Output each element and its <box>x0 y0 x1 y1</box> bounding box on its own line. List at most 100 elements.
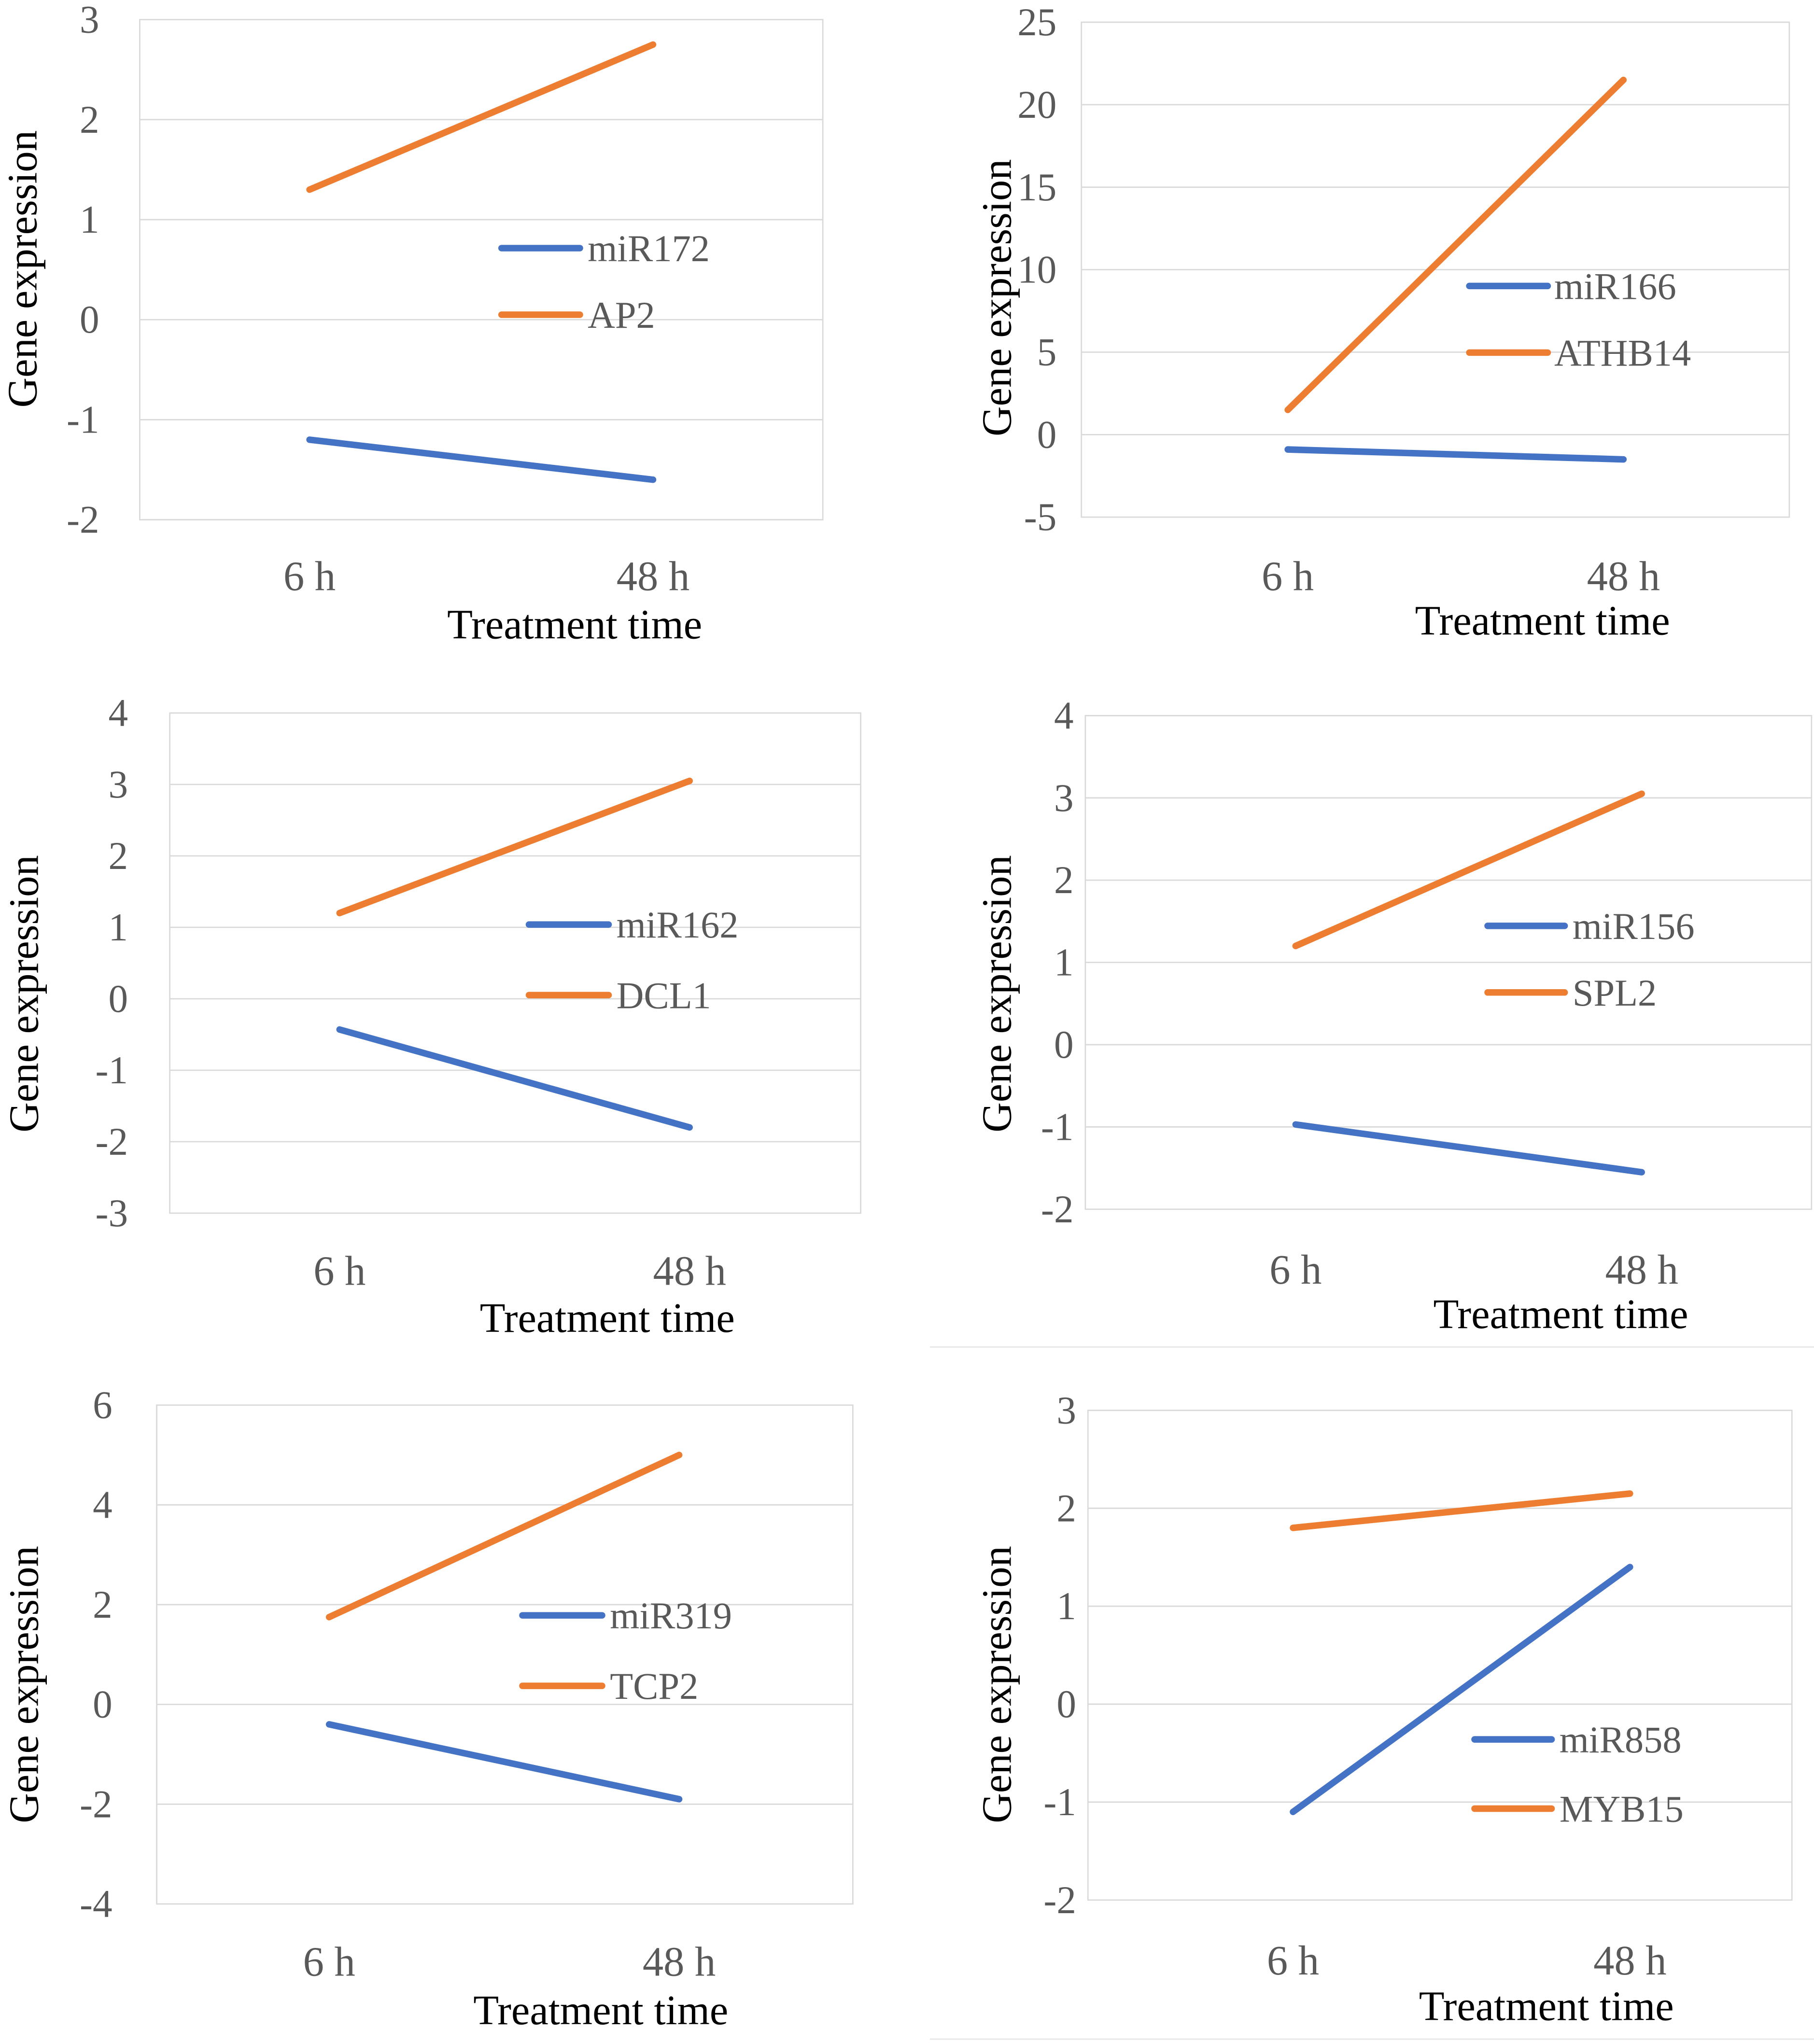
plot-area <box>156 1404 854 1905</box>
legend-label-ap2: AP2 <box>588 294 655 336</box>
data-point-mir858 <box>1630 1567 1631 1568</box>
legend-label-athb14: ATHB14 <box>1554 332 1691 374</box>
y-tick-label: 5 <box>1037 330 1057 374</box>
x-tick-label: 48 h <box>1593 1937 1666 1984</box>
y-tick-label: 2 <box>1054 858 1074 902</box>
y-tick-label: 3 <box>1056 1388 1076 1432</box>
legend-label-mir858: miR858 <box>1560 1719 1682 1761</box>
legend-label-myb15: MYB15 <box>1560 1788 1684 1830</box>
y-tick-label: 2 <box>1056 1486 1076 1530</box>
y-tick-label: -4 <box>80 1882 112 1926</box>
legend-label-mir172: miR172 <box>588 227 710 269</box>
data-point-mir156 <box>1295 1124 1296 1125</box>
series-line-mir172 <box>306 436 657 483</box>
y-tick-label: 1 <box>80 198 99 241</box>
y-tick-label: 0 <box>1056 1682 1076 1726</box>
legend-label-mir319: miR319 <box>610 1595 732 1637</box>
series-line-mir858 <box>1290 1564 1633 1815</box>
y-tick-label: 0 <box>109 977 128 1021</box>
plot-area <box>1087 1410 1793 1901</box>
x-tick-label: 6 h <box>1269 1246 1322 1293</box>
y-tick-label: 2 <box>80 98 99 141</box>
legend-label-mir166: miR166 <box>1554 265 1676 307</box>
series-line-athb14 <box>1284 76 1627 413</box>
y-axis-title: Gene expression <box>0 855 47 1132</box>
x-axis-title: Treatment time <box>1433 1291 1688 1337</box>
x-axis-title: Treatment time <box>1419 1983 1674 2030</box>
y-axis-title: Gene expression <box>974 159 1020 436</box>
y-tick-label: -5 <box>1024 495 1057 539</box>
y-tick-label: 1 <box>1054 941 1074 984</box>
y-tick-label: 3 <box>80 0 99 42</box>
y-tick-label: 3 <box>109 763 128 806</box>
y-tick-label: 20 <box>1017 83 1056 126</box>
y-tick-label: -3 <box>96 1191 128 1235</box>
series-line-mir166 <box>1284 446 1627 463</box>
series-line-myb15 <box>1290 1490 1633 1531</box>
y-tick-label: -1 <box>1043 1780 1076 1824</box>
series-line-mir319 <box>325 1721 683 1803</box>
panel-separator <box>929 2038 1814 2040</box>
x-axis-title: Treatment time <box>447 602 702 648</box>
data-point-mir162 <box>339 1029 340 1030</box>
x-tick-label: 6 h <box>1267 1937 1319 1984</box>
y-tick-label: -2 <box>67 498 99 542</box>
y-tick-label: 4 <box>109 691 128 735</box>
x-tick-label: 48 h <box>643 1939 716 1985</box>
y-axis-title: Gene expression <box>974 1546 1020 1823</box>
panel-separator <box>929 1346 1814 1348</box>
x-axis-title: Treatment time <box>480 1295 735 1341</box>
y-axis-title: Gene expression <box>0 130 46 407</box>
series-line-mir162 <box>336 1026 693 1131</box>
x-tick-label: 48 h <box>617 553 689 600</box>
y-tick-label: 15 <box>1017 166 1056 209</box>
y-tick-label: -1 <box>96 1049 128 1092</box>
y-axis-title: Gene expression <box>974 855 1020 1132</box>
y-tick-label: 4 <box>1054 694 1074 737</box>
y-tick-label: 2 <box>109 834 128 878</box>
series-line-tcp2 <box>325 1452 683 1621</box>
y-axis-title: Gene expression <box>0 1546 47 1823</box>
x-tick-label: 6 h <box>283 553 336 600</box>
y-tick-label: 0 <box>1037 413 1057 456</box>
y-tick-label: 25 <box>1017 0 1056 44</box>
legend-label-spl2: SPL2 <box>1573 972 1657 1014</box>
data-point-mir162 <box>689 1127 690 1128</box>
data-point-mir166 <box>1623 459 1624 460</box>
legend-label-mir156: miR156 <box>1573 905 1695 947</box>
y-tick-label: -2 <box>1041 1188 1074 1231</box>
y-tick-label: -1 <box>67 398 99 441</box>
series-line-ap2 <box>306 41 657 193</box>
y-tick-label: 4 <box>93 1483 112 1526</box>
y-tick-label: -2 <box>80 1782 112 1826</box>
y-tick-label: -2 <box>1043 1878 1076 1922</box>
plot-area <box>169 712 861 1214</box>
y-tick-label: -1 <box>1041 1105 1074 1148</box>
series-line-dcl1 <box>336 777 693 917</box>
plot-area <box>139 19 824 520</box>
x-tick-label: 48 h <box>653 1248 726 1294</box>
y-tick-label: 2 <box>93 1583 112 1626</box>
y-tick-label: 3 <box>1054 776 1074 820</box>
x-axis-title: Treatment time <box>473 1987 728 2033</box>
x-tick-label: 6 h <box>303 1939 355 1985</box>
legend-label-dcl1: DCL1 <box>617 974 711 1016</box>
x-axis-title: Treatment time <box>1415 598 1670 644</box>
y-tick-label: 1 <box>109 906 128 949</box>
x-tick-label: 48 h <box>1605 1246 1678 1293</box>
y-tick-label: 1 <box>1056 1584 1076 1628</box>
y-tick-label: 0 <box>93 1683 112 1726</box>
y-tick-label: 0 <box>1054 1023 1074 1066</box>
y-tick-label: -2 <box>96 1120 128 1163</box>
y-tick-label: 0 <box>80 298 99 341</box>
legend-label-mir162: miR162 <box>617 904 739 946</box>
x-tick-label: 6 h <box>313 1248 366 1294</box>
series-line-spl2 <box>1292 790 1645 950</box>
series-line-mir156 <box>1292 1121 1645 1176</box>
